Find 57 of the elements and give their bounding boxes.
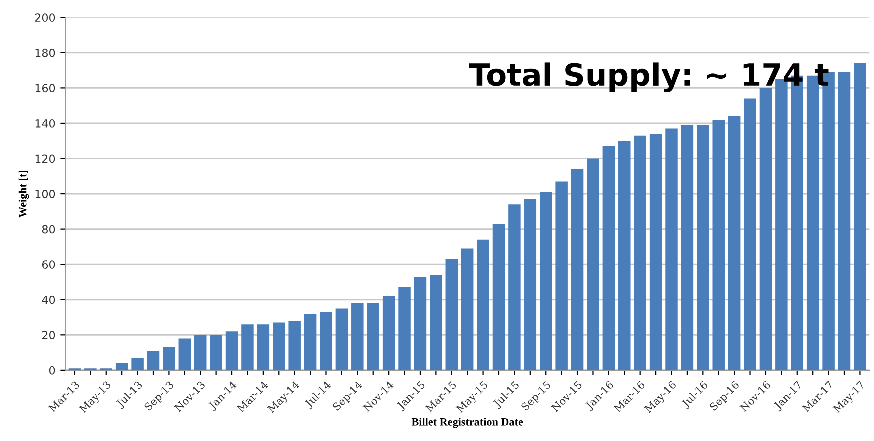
y-tick-label: 140 bbox=[36, 119, 56, 128]
bar bbox=[304, 314, 317, 370]
bar bbox=[446, 259, 458, 370]
bar bbox=[602, 146, 616, 370]
bar bbox=[728, 116, 741, 370]
bar bbox=[556, 182, 568, 370]
bar bbox=[336, 308, 348, 370]
bar bbox=[320, 312, 332, 370]
bar bbox=[132, 358, 144, 370]
bar bbox=[414, 276, 427, 370]
bar bbox=[712, 120, 725, 370]
y-tick-label: 180 bbox=[36, 48, 56, 58]
y-tick-label: 160 bbox=[36, 84, 56, 93]
bar bbox=[854, 64, 866, 370]
y-tick-label: 100 bbox=[36, 190, 56, 198]
y-tick-label: 60 bbox=[42, 260, 56, 269]
bar bbox=[618, 141, 631, 370]
bar bbox=[398, 288, 411, 370]
x-axis-title: Billet Registration Date bbox=[412, 418, 524, 428]
bar bbox=[524, 199, 537, 370]
bar bbox=[492, 224, 506, 370]
bar bbox=[571, 169, 584, 370]
bar bbox=[288, 321, 301, 370]
y-tick-label: 200 bbox=[35, 14, 56, 22]
bar bbox=[587, 158, 600, 370]
bar bbox=[540, 192, 552, 370]
y-tick-label: 0 bbox=[49, 366, 56, 375]
y-tick-label: 40 bbox=[42, 296, 56, 304]
bar bbox=[838, 72, 851, 370]
bar bbox=[194, 335, 207, 370]
bar bbox=[178, 338, 192, 370]
bar bbox=[226, 332, 238, 370]
bar bbox=[760, 88, 772, 370]
y-axis-title: Weight [t] bbox=[18, 170, 30, 218]
bar bbox=[634, 136, 646, 370]
y-tick-label: 80 bbox=[42, 225, 56, 234]
bar bbox=[744, 98, 756, 370]
bar bbox=[382, 296, 396, 370]
bar bbox=[461, 248, 474, 370]
bar bbox=[666, 128, 678, 370]
bar bbox=[430, 275, 442, 370]
bar bbox=[508, 204, 521, 370]
y-tick-label: 120 bbox=[36, 154, 56, 164]
bar bbox=[367, 303, 380, 370]
bar bbox=[352, 303, 364, 370]
bar bbox=[650, 134, 662, 370]
bar bbox=[257, 324, 270, 370]
bar bbox=[116, 363, 128, 370]
bar bbox=[147, 351, 160, 370]
bar bbox=[697, 125, 710, 370]
bar bbox=[210, 335, 222, 370]
y-tick-label: 20 bbox=[42, 331, 56, 340]
bar bbox=[681, 125, 694, 370]
bar bbox=[242, 324, 254, 370]
bar bbox=[273, 322, 286, 370]
bar bbox=[477, 240, 490, 370]
bar bbox=[163, 348, 176, 370]
